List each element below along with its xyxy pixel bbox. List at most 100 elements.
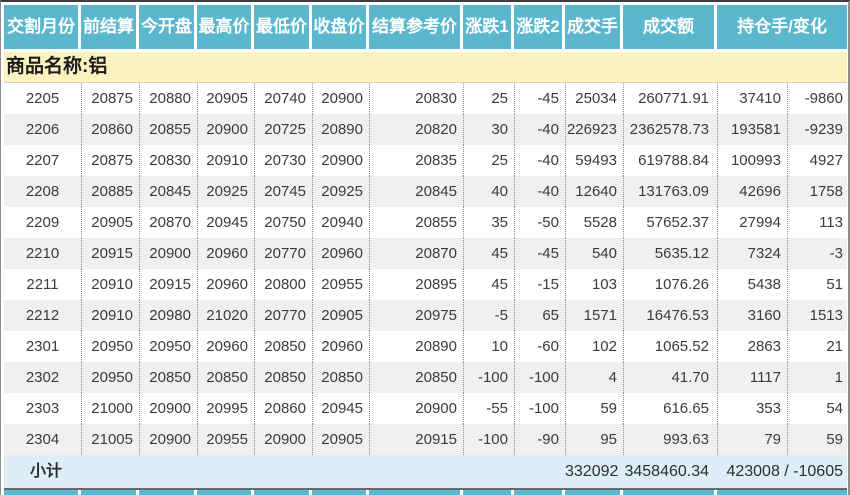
table-cell: 40 xyxy=(463,176,514,207)
table-cell: 1 xyxy=(787,362,847,393)
table-cell: 20950 xyxy=(139,331,197,362)
next-header-cell xyxy=(514,490,565,495)
table-cell: 100993 xyxy=(717,145,787,176)
table-cell: 20995 xyxy=(197,393,254,424)
table-cell: 79 xyxy=(717,424,787,455)
column-header-high: 最高价 xyxy=(197,5,254,52)
table-cell: 2301 xyxy=(25,338,60,355)
table-row: 2301 20950 20950 20960 20850 20960 20890 10 -60 1… xyxy=(4,331,847,362)
table-row: 2209 20905 20870 20945 20750 20940 20855 35 -50 5… xyxy=(4,207,847,238)
table-cell: 20875 xyxy=(81,83,139,114)
table-cell: 20770 xyxy=(254,238,312,269)
table-cell: 57652.37 xyxy=(623,207,717,238)
table-cell: 616.65 xyxy=(623,393,717,424)
table-cell: 260771.91 xyxy=(623,83,717,114)
table-cell: 51 xyxy=(787,269,847,300)
table-cell: 20730 xyxy=(254,145,312,176)
table-cell: 5528 xyxy=(565,207,623,238)
table-cell: 20980 xyxy=(139,300,197,331)
table-cell: 353 xyxy=(717,393,787,424)
subtotal-label: 小计 xyxy=(30,463,63,480)
table-cell: 2210 xyxy=(25,245,60,262)
table-cell: 20870 xyxy=(369,238,463,269)
table-cell: 12640 xyxy=(565,176,623,207)
table-cell: 113 xyxy=(787,207,847,238)
table-cell: 20910 xyxy=(81,300,139,331)
column-header-turnover: 成交额 xyxy=(623,5,717,52)
table-row: 2205 20875 20880 20905 20740 20900 20830 25 -45 2… xyxy=(4,83,847,114)
table-cell: 21 xyxy=(787,331,847,362)
column-header-open-interest-change: 持仓手/变化 xyxy=(717,5,847,52)
next-header-cell xyxy=(254,490,312,495)
table-cell: 619788.84 xyxy=(623,145,717,176)
table-row: 2206 20860 20855 20900 20725 20890 20820 30 -40 2… xyxy=(4,114,847,145)
table-cell: 20745 xyxy=(254,176,312,207)
table-cell: 2208 xyxy=(25,183,60,200)
column-header-close: 收盘价 xyxy=(312,5,369,52)
table-cell: 20945 xyxy=(197,207,254,238)
table-cell: 993.63 xyxy=(623,424,717,455)
column-header-change1: 涨跌1 xyxy=(463,5,514,52)
table-cell: 1117 xyxy=(717,362,787,393)
table-cell: 7324 xyxy=(717,238,787,269)
table-cell: -55 xyxy=(463,393,514,424)
table-cell: 20915 xyxy=(369,424,463,455)
table-cell: 41.70 xyxy=(623,362,717,393)
table-cell: -5 xyxy=(463,300,514,331)
table-cell: 20905 xyxy=(81,207,139,238)
table-cell: 20975 xyxy=(369,300,463,331)
table-cell: 20905 xyxy=(197,83,254,114)
table-cell: 25034 xyxy=(565,83,623,114)
next-header-cell xyxy=(717,490,847,495)
table-cell: 20895 xyxy=(369,269,463,300)
next-header-cell xyxy=(312,490,369,495)
subtotal-volume: 332092 xyxy=(565,463,619,480)
next-header-cell xyxy=(4,490,81,495)
table-cell: 20900 xyxy=(139,424,197,455)
table-cell: 2302 xyxy=(25,369,60,386)
table-cell: -100 xyxy=(463,362,514,393)
table-cell: -9860 xyxy=(787,83,847,114)
next-header-cell xyxy=(623,490,717,495)
table-cell: 193581 xyxy=(717,114,787,145)
table-cell: 131763.09 xyxy=(623,176,717,207)
commodity-name-label: 商品名称:铝 xyxy=(6,56,108,77)
table-cell: 95 xyxy=(565,424,623,455)
table-cell: 20820 xyxy=(369,114,463,145)
table-cell: 2207 xyxy=(25,152,60,169)
table-cell: 5635.12 xyxy=(623,238,717,269)
table-cell: 2209 xyxy=(25,214,60,231)
table-cell: -60 xyxy=(514,331,565,362)
table-cell: -40 xyxy=(514,145,565,176)
table-cell: 540 xyxy=(565,238,623,269)
table-cell: 20855 xyxy=(369,207,463,238)
table-cell: 20890 xyxy=(312,114,369,145)
table-cell: 20890 xyxy=(369,331,463,362)
table-cell: 20900 xyxy=(254,424,312,455)
table-cell: 20880 xyxy=(139,83,197,114)
table-cell: 20830 xyxy=(369,83,463,114)
table-cell: 20740 xyxy=(254,83,312,114)
table-cell: 20955 xyxy=(197,424,254,455)
table-cell: 20875 xyxy=(81,145,139,176)
table-cell: 59 xyxy=(787,424,847,455)
table-cell: 20900 xyxy=(139,393,197,424)
table-cell: 21020 xyxy=(197,300,254,331)
table-cell: 20940 xyxy=(312,207,369,238)
table-cell: 10 xyxy=(463,331,514,362)
subtotal-open-interest-change: 423008 / -10605 xyxy=(726,463,843,480)
table-cell: 3160 xyxy=(717,300,787,331)
table-cell: 2303 xyxy=(25,400,60,417)
table-row: 2304 21005 20900 20955 20900 20905 20915 -100 -9… xyxy=(4,424,847,455)
table-cell: 20850 xyxy=(254,362,312,393)
table-cell: 20910 xyxy=(197,145,254,176)
table-cell: -50 xyxy=(514,207,565,238)
table-row: 2208 20885 20845 20925 20745 20925 20845 40 -40 1… xyxy=(4,176,847,207)
table-cell: -100 xyxy=(514,362,565,393)
table-cell: -45 xyxy=(514,238,565,269)
table-cell: 30 xyxy=(463,114,514,145)
table-cell: 45 xyxy=(463,238,514,269)
table-cell: 37410 xyxy=(717,83,787,114)
table-cell: 20725 xyxy=(254,114,312,145)
subtotal-row: 小计 332092 3458460.34 423008 / -10605 xyxy=(4,455,847,488)
